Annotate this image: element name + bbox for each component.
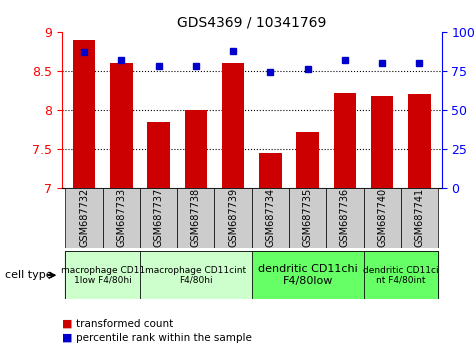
Text: macrophage CD11cint
F4/80hi: macrophage CD11cint F4/80hi (145, 266, 247, 285)
Text: GSM687739: GSM687739 (228, 188, 238, 247)
Text: transformed count: transformed count (76, 319, 173, 329)
Bar (103, 188, 140, 248)
Bar (252, 188, 289, 248)
Text: GSM687733: GSM687733 (116, 188, 126, 247)
Text: dendritic CD11ci
nt F4/80int: dendritic CD11ci nt F4/80int (363, 266, 438, 285)
Text: cell type: cell type (5, 270, 52, 280)
Text: GSM687735: GSM687735 (303, 188, 313, 247)
Text: macrophage CD11
1low F4/80hi: macrophage CD11 1low F4/80hi (61, 266, 145, 285)
Bar (140, 251, 252, 299)
Bar (185, 110, 207, 188)
Bar (140, 188, 177, 248)
Bar (215, 188, 252, 248)
Text: percentile rank within the sample: percentile rank within the sample (76, 333, 252, 343)
Text: GSM687738: GSM687738 (191, 188, 201, 247)
Bar (73, 40, 95, 188)
Bar (110, 63, 133, 188)
Title: GDS4369 / 10341769: GDS4369 / 10341769 (177, 15, 326, 29)
Text: ■: ■ (62, 319, 72, 329)
Bar (363, 251, 438, 299)
Bar (259, 153, 282, 188)
Bar (66, 251, 140, 299)
Text: GSM687732: GSM687732 (79, 188, 89, 247)
Text: GSM687737: GSM687737 (153, 188, 163, 247)
Bar (66, 188, 103, 248)
Bar (177, 188, 215, 248)
Bar (401, 188, 438, 248)
Bar (289, 188, 326, 248)
Text: GSM687741: GSM687741 (414, 188, 424, 247)
Bar (252, 251, 363, 299)
Text: ■: ■ (62, 333, 72, 343)
Bar (296, 132, 319, 188)
Text: GSM687734: GSM687734 (266, 188, 276, 247)
Bar (147, 122, 170, 188)
Text: dendritic CD11chi
F4/80low: dendritic CD11chi F4/80low (258, 264, 358, 286)
Bar (363, 188, 401, 248)
Text: GSM687736: GSM687736 (340, 188, 350, 247)
Bar (408, 94, 430, 188)
Bar (326, 188, 363, 248)
Text: GSM687740: GSM687740 (377, 188, 387, 247)
Bar (334, 93, 356, 188)
Bar (222, 63, 244, 188)
Bar (371, 96, 393, 188)
